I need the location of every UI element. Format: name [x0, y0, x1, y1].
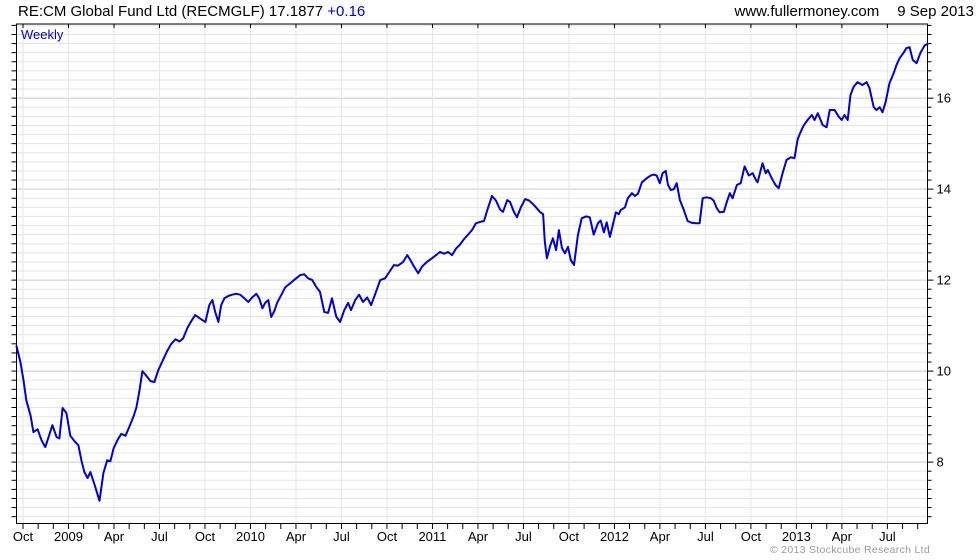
y-tick-label: 14: [937, 182, 951, 197]
x-tick-label: Oct: [559, 529, 580, 544]
x-tick-label: Oct: [377, 529, 398, 544]
chart-title: RE:CM Global Fund Ltd (RECMGLF) 17.1877 …: [18, 3, 365, 20]
x-tick-label: 2009: [54, 529, 83, 544]
x-tick-label: Apr: [468, 529, 489, 544]
x-tick-label: Jul: [697, 529, 714, 544]
x-tick-label: Jul: [515, 529, 532, 544]
header-right: www.fullermoney.com 9 Sep 2013: [734, 3, 974, 20]
x-tick-label: Jul: [333, 529, 350, 544]
price-line: [15, 43, 929, 502]
x-tick-label: Oct: [13, 529, 34, 544]
x-tick-label: Apr: [832, 529, 853, 544]
website-label: www.fullermoney.com: [734, 3, 880, 20]
y-tick-label: 10: [937, 364, 951, 379]
x-tick-label: 2012: [600, 529, 629, 544]
plot-border: [16, 23, 928, 524]
y-tick-label: 12: [937, 273, 951, 288]
x-tick-label: 2010: [236, 529, 265, 544]
date-label: 9 Sep 2013: [897, 3, 974, 20]
x-tick-label: 2011: [418, 529, 446, 544]
x-tick-label: Apr: [286, 529, 307, 544]
x-tick-label: Apr: [104, 529, 125, 544]
x-tick-label: Oct: [195, 529, 216, 544]
frequency-label: Weekly: [21, 27, 64, 42]
copyright-label: © 2013 Stockcube Research Ltd: [769, 544, 930, 556]
x-tick-label: Apr: [650, 529, 671, 544]
y-tick-label: 16: [937, 91, 951, 106]
price-change: +0.16: [327, 3, 366, 20]
y-tick-label: 8: [937, 455, 944, 470]
x-tick-label: Jul: [879, 529, 896, 544]
instrument-name-and-price: RE:CM Global Fund Ltd (RECMGLF) 17.1877: [18, 3, 324, 20]
x-tick-label: 2013: [782, 529, 811, 544]
x-tick-label: Oct: [741, 529, 762, 544]
x-tick-label: Jul: [151, 529, 168, 544]
